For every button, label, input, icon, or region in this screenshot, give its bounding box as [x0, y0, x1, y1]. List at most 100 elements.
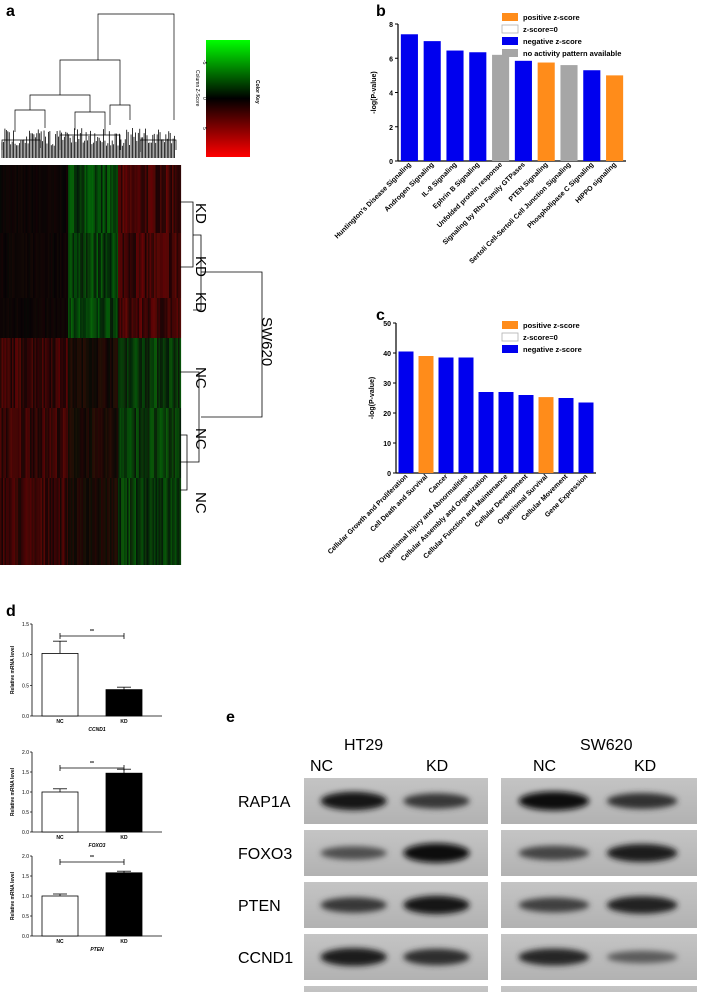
- heatmap-column-stripe: [60, 165, 62, 233]
- heatmap-column-stripe: [10, 233, 13, 298]
- heatmap-column-stripe: [179, 165, 182, 233]
- heatmap-column-stripe: [114, 408, 117, 478]
- heatmap-column-stripe: [74, 165, 76, 233]
- heatmap-column-stripe: [45, 338, 47, 408]
- heatmap-column-stripe: [98, 408, 100, 478]
- heatmap-column-stripe: [92, 165, 94, 233]
- heatmap-column-stripe: [80, 165, 82, 233]
- heatmap-column-stripe: [77, 478, 79, 565]
- heatmap-column-stripe: [24, 165, 26, 233]
- heatmap-column-stripe: [160, 338, 162, 408]
- heatmap-column-stripe: [161, 165, 164, 233]
- dendrogram-root-branch: [97, 13, 175, 120]
- heatmap-column-stripe: [12, 298, 14, 338]
- heatmap-column-stripe: [105, 338, 108, 408]
- heatmap-column-stripe: [30, 408, 32, 478]
- heatmap-column-stripe: [22, 338, 25, 408]
- heatmap-column-stripe: [143, 233, 146, 298]
- heatmap-column-stripe: [71, 298, 73, 338]
- heatmap-column-stripe: [116, 338, 118, 408]
- heatmap-column-stripe: [178, 408, 180, 478]
- heatmap-column-stripe: [74, 233, 76, 298]
- bar: [583, 70, 601, 161]
- heatmap-column-stripe: [113, 408, 115, 478]
- heatmap-column-stripe: [170, 478, 173, 565]
- heatmap-column-stripe: [119, 478, 122, 565]
- gene-name-label: PTEN: [90, 947, 104, 953]
- heatmap-column-stripe: [102, 165, 105, 233]
- y-tick-label: 1.5: [22, 770, 29, 776]
- y-axis-label: Relative mRNA level: [10, 871, 16, 920]
- heatmap-column-stripe: [161, 298, 164, 338]
- y-tick-label: 8: [389, 22, 393, 29]
- bar: [400, 34, 418, 161]
- gene-name-label: FOXO3: [89, 843, 106, 849]
- heatmap-column-stripe: [55, 478, 58, 565]
- heatmap-column-stripe: [146, 165, 149, 233]
- heatmap-column-stripe: [7, 165, 10, 233]
- heatmap-column-stripe: [69, 408, 72, 478]
- heatmap-column-stripe: [54, 338, 56, 408]
- heatmap-column-stripe: [176, 478, 179, 565]
- heatmap-column-stripe: [173, 165, 176, 233]
- heatmap-column-stripe: [16, 338, 19, 408]
- legend-label: positive z-score: [523, 321, 580, 330]
- heatmap-row-label-1: KD: [192, 203, 209, 224]
- heatmap-column-stripe: [111, 233, 114, 298]
- heatmap-column-stripe: [19, 298, 22, 338]
- heatmap-column-stripe: [10, 165, 13, 233]
- bar: [492, 54, 510, 162]
- heatmap-row-label-6: NC: [192, 492, 209, 514]
- bar: [514, 60, 532, 161]
- heatmap-column-stripe: [49, 233, 52, 298]
- heatmap-column-stripe: [49, 165, 52, 233]
- y-tick-label: 0.5: [22, 810, 29, 816]
- heatmap-column-stripe: [1, 233, 4, 298]
- heatmap-column-stripe: [3, 298, 5, 338]
- heatmap-column-stripe: [33, 165, 35, 233]
- heatmap-column-stripe: [46, 338, 49, 408]
- heatmap-column-stripe: [157, 338, 159, 408]
- y-tick-label: 0.0: [22, 714, 29, 720]
- heatmap-column-stripe: [60, 298, 62, 338]
- dendrogram-branch: [29, 94, 91, 112]
- heatmap-column-stripe: [78, 478, 81, 565]
- y-tick-label: 0.0: [22, 830, 29, 836]
- heatmap-column-stripe: [160, 165, 162, 233]
- heatmap-column-stripe: [139, 233, 141, 298]
- heatmap-column-stripe: [107, 298, 109, 338]
- heatmap-column-stripe: [72, 478, 75, 565]
- dendrogram-branch: [74, 111, 106, 135]
- row-dendrogram-branch: [180, 201, 194, 268]
- heatmap-column-stripe: [78, 408, 81, 478]
- y-axis-label: Relative mRNA level: [10, 767, 16, 816]
- heatmap-column-stripe: [10, 338, 13, 408]
- heatmap-column-stripe: [28, 298, 31, 338]
- heatmap-column-stripe: [136, 408, 138, 478]
- heatmap-column-stripe: [63, 478, 65, 565]
- heatmap-column-stripe: [101, 233, 103, 298]
- heatmap-column-stripe: [13, 408, 16, 478]
- heatmap-column-stripe: [130, 408, 132, 478]
- heatmap-column-stripe: [52, 298, 55, 338]
- heatmap-column-stripe: [163, 233, 165, 298]
- heatmap-column-stripe: [51, 338, 53, 408]
- heatmap-column-stripe: [90, 165, 93, 233]
- heatmap-column-stripe: [34, 338, 37, 408]
- heatmap-column-stripe: [148, 478, 150, 565]
- heatmap-column-stripe: [83, 165, 85, 233]
- heatmap-column-stripe: [111, 165, 114, 233]
- heatmap-column-stripe: [90, 298, 93, 338]
- y-tick-label: 1.5: [22, 874, 29, 880]
- heatmap-column-stripe: [158, 165, 161, 233]
- heatmap-column-stripe: [179, 478, 182, 565]
- heatmap-column-stripe: [57, 298, 59, 338]
- heatmap-column-stripe: [113, 165, 115, 233]
- protein-band: [320, 846, 387, 860]
- heatmap-column-stripe: [124, 478, 126, 565]
- heatmap-column-stripe: [149, 165, 152, 233]
- heatmap-column-stripe: [27, 165, 29, 233]
- heatmap-column-stripe: [66, 233, 68, 298]
- heatmap-column-stripe: [58, 338, 61, 408]
